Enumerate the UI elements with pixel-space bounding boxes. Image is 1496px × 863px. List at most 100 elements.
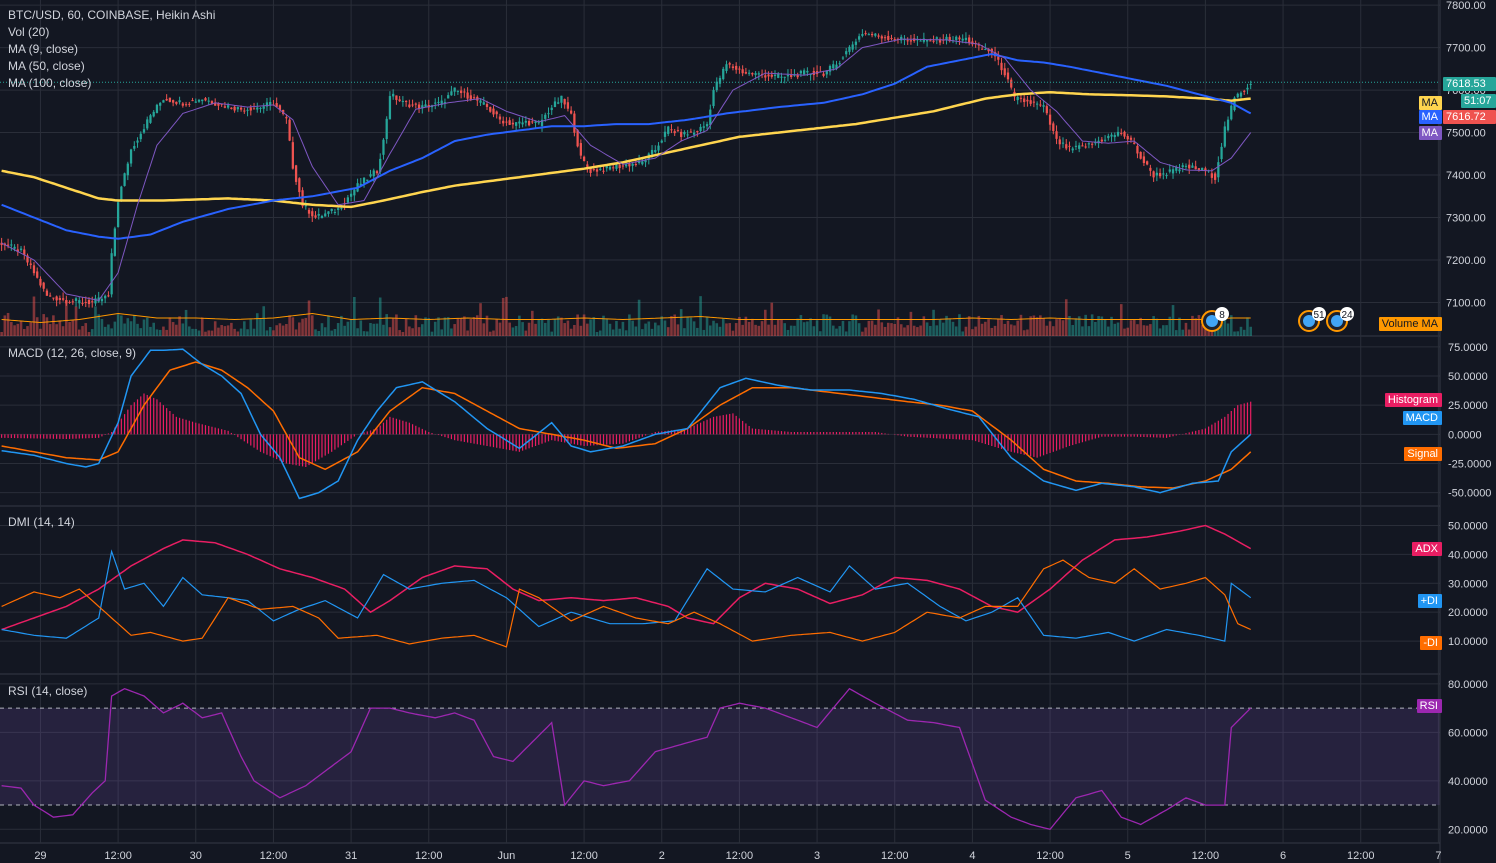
candle-body xyxy=(531,121,534,123)
volume-bar xyxy=(178,316,181,336)
symbol-title[interactable]: BTC/USD, 60, COINBASE, Heikin Ashi xyxy=(8,8,216,22)
volume-bar xyxy=(94,306,97,336)
candle-body xyxy=(87,299,91,305)
main-price-pane[interactable]: 8 51 24 xyxy=(0,29,1440,336)
candle-body xyxy=(828,66,832,72)
volume-bar xyxy=(298,322,301,336)
volume-bar xyxy=(1226,323,1230,336)
volume-bar xyxy=(200,317,204,336)
volume-bar xyxy=(637,299,641,336)
candle-body xyxy=(692,132,696,135)
candle-body xyxy=(1000,62,1003,71)
candle-body xyxy=(443,102,447,104)
candle-body xyxy=(466,92,469,99)
candle-body xyxy=(612,167,615,169)
time-tick-label: 31 xyxy=(345,850,357,862)
dmi-legend[interactable]: DMI (14, 14) xyxy=(8,515,75,529)
legend-ma100[interactable]: MA (100, close) xyxy=(8,76,92,90)
volume-bar xyxy=(414,315,418,336)
volume-bar xyxy=(411,328,414,336)
volume-bar xyxy=(1249,326,1252,336)
legend-ma50[interactable]: MA (50, close) xyxy=(8,59,85,73)
candle-body xyxy=(1217,162,1220,178)
event-count: 24 xyxy=(1341,310,1353,321)
legend-volume[interactable]: Vol (20) xyxy=(8,25,50,39)
volume-bar xyxy=(657,325,660,336)
candle-body xyxy=(670,129,673,131)
candle-body xyxy=(938,39,942,43)
price-axis[interactable]: 7800.007700.007600.007500.007400.007300.… xyxy=(1439,0,1496,863)
volume-bar xyxy=(120,315,123,336)
volume-bar xyxy=(1136,324,1139,336)
volume-bar xyxy=(1116,322,1120,336)
volume-bar xyxy=(81,326,84,336)
candle-body xyxy=(1175,167,1178,171)
dmi-pane[interactable] xyxy=(1,524,1252,648)
volume-bar xyxy=(456,318,460,336)
legend-ma9[interactable]: MA (9, close) xyxy=(8,42,79,56)
macd-legend[interactable]: MACD (12, 26, close, 9) xyxy=(8,346,137,360)
time-tick-label: 12:00 xyxy=(1192,850,1220,862)
volume-bar xyxy=(1029,316,1032,336)
macd-pane[interactable] xyxy=(1,348,1252,500)
volume-bar xyxy=(1223,316,1227,336)
time-axis[interactable]: 29 12:00 30 12:00 31 12:00 Jun 12:00 2 12:00 3 12:0… xyxy=(34,850,1441,862)
volume-bar xyxy=(598,330,602,336)
candle-body xyxy=(935,37,938,39)
candle-body xyxy=(1019,97,1023,99)
candle-body xyxy=(1058,139,1061,145)
candle-body xyxy=(1006,72,1010,80)
candle-body xyxy=(408,104,411,108)
volume-bar xyxy=(608,323,612,336)
candle-body xyxy=(304,205,307,207)
candle-body xyxy=(256,107,259,110)
volume-bar xyxy=(618,328,621,336)
volume-bar xyxy=(191,328,194,336)
candle-body xyxy=(534,121,537,123)
volume-bar xyxy=(641,329,644,336)
candle-body xyxy=(447,95,450,99)
volume-bar xyxy=(857,323,861,336)
volume-bar xyxy=(424,317,427,336)
candle-body xyxy=(1055,131,1058,139)
candle-body xyxy=(0,242,3,246)
volume-bar xyxy=(116,314,120,336)
candle-body xyxy=(482,102,485,105)
volume-bar xyxy=(683,328,686,336)
volume-bar xyxy=(476,315,479,336)
indicator-tick-label: -50.0000 xyxy=(1448,488,1491,500)
candle-body xyxy=(880,36,883,39)
volume-bar xyxy=(142,319,146,336)
volume-bar xyxy=(1132,319,1136,336)
volume-bar xyxy=(1048,321,1052,336)
candle-body xyxy=(6,244,10,246)
candle-body xyxy=(903,39,906,41)
volume-bar xyxy=(1042,317,1045,336)
volume-bar xyxy=(252,328,256,336)
candle-body xyxy=(489,106,492,112)
price-tick-label: 7700.00 xyxy=(1446,43,1486,55)
volume-bar xyxy=(230,322,233,336)
volume-bar xyxy=(398,330,401,336)
volume-bar xyxy=(848,321,851,336)
candle-body xyxy=(854,41,858,45)
candle-body xyxy=(1239,92,1243,97)
candle-body xyxy=(718,77,722,84)
plus-di-line xyxy=(1,549,1252,642)
volume-bar xyxy=(679,309,683,336)
countdown-badge: 51:07 xyxy=(1461,94,1496,108)
candle-body xyxy=(524,120,527,123)
volume-bar xyxy=(1032,315,1036,336)
candle-body xyxy=(845,51,848,55)
rsi-legend[interactable]: RSI (14, close) xyxy=(8,684,88,698)
volume-bar xyxy=(152,322,156,336)
volume-bar xyxy=(1022,330,1026,336)
candle-body xyxy=(126,163,129,176)
volume-bar xyxy=(883,326,887,336)
volume-bar xyxy=(356,328,359,336)
candle-body xyxy=(220,103,223,105)
rsi-pane[interactable] xyxy=(0,687,1440,831)
volume-bar xyxy=(556,316,560,336)
ma50-label: MA xyxy=(1418,110,1442,124)
